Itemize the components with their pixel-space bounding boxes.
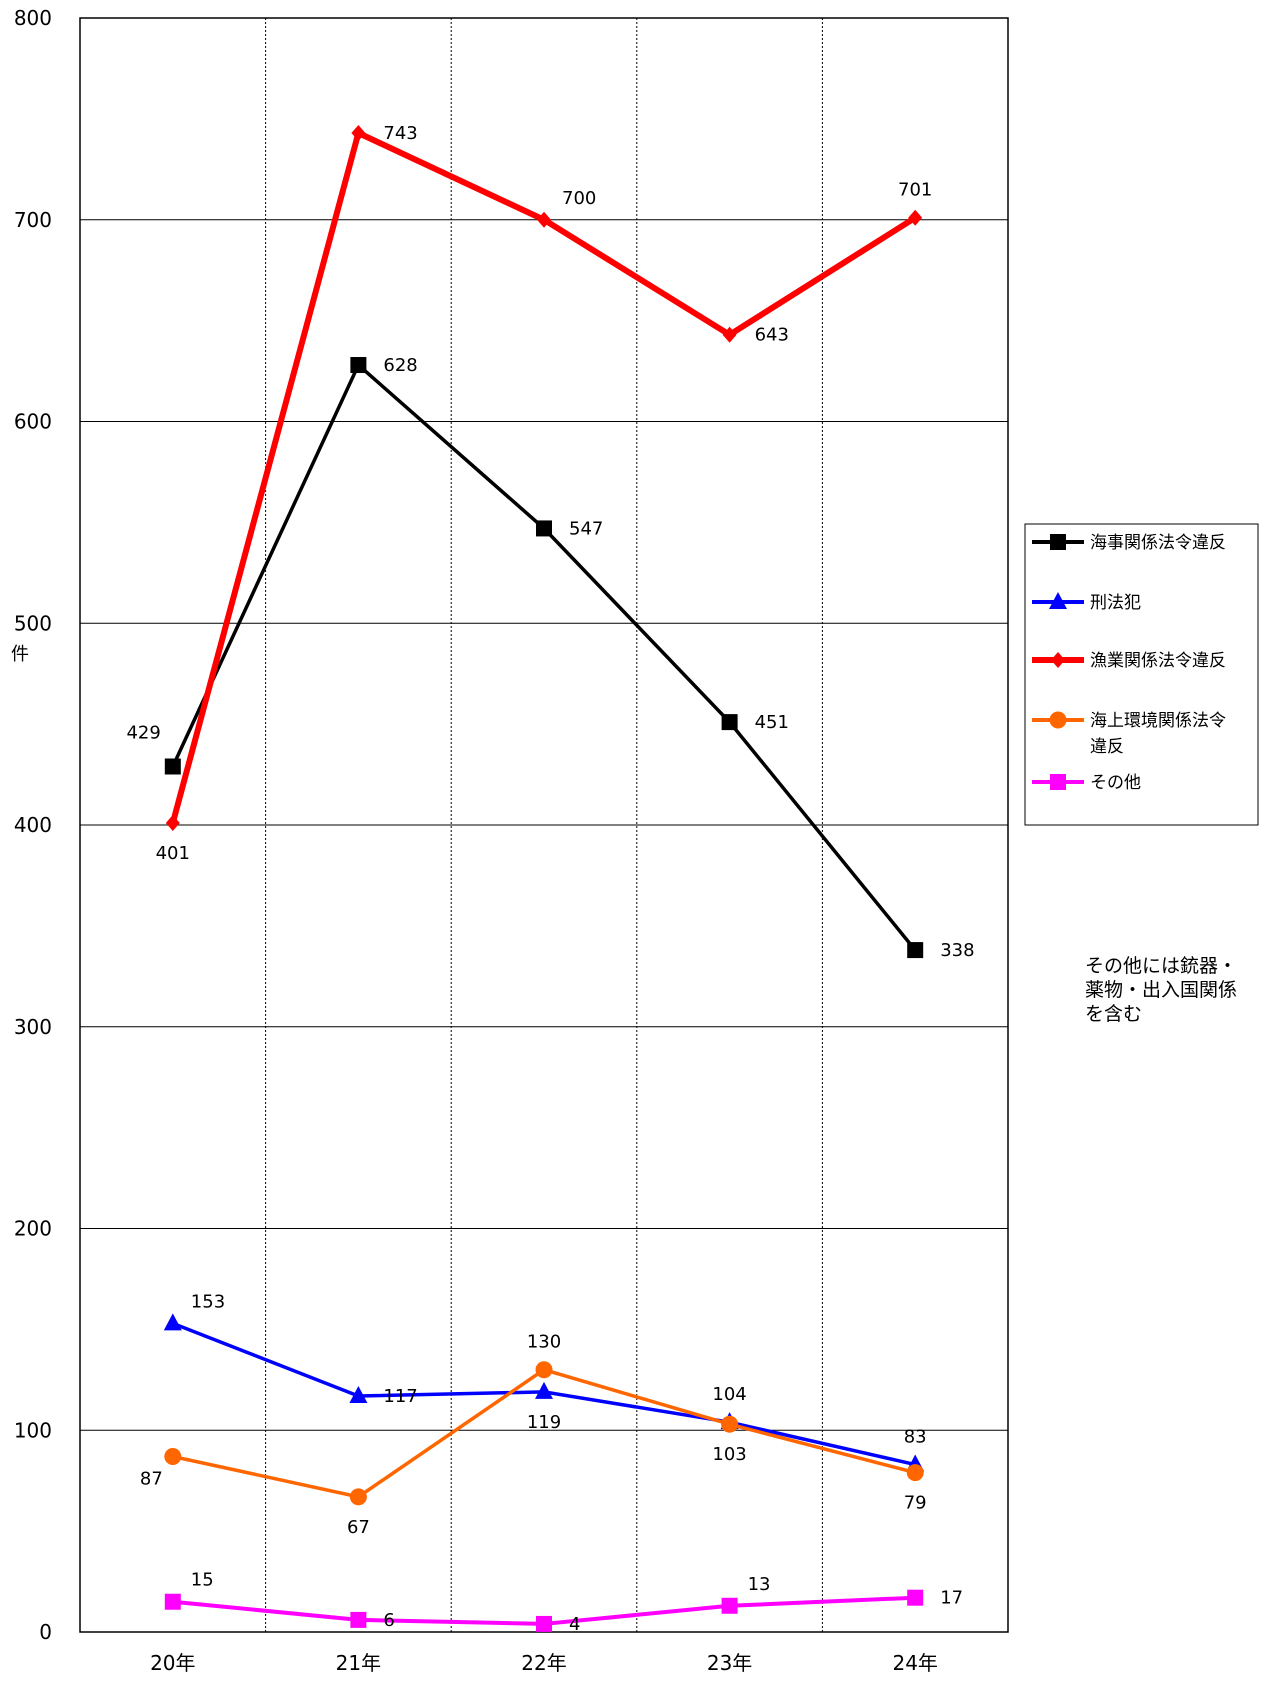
data-label: 79 [904,1493,927,1514]
data-point-square [907,942,924,959]
series-layer: 4296285474513381531171191048340174370064… [126,123,974,1635]
y-tick-label: 400 [14,813,52,837]
data-label: 130 [527,1332,561,1353]
data-point-square [350,357,367,374]
data-label: 119 [527,1412,561,1433]
series-group: 153 117 119 104 83 [163,1291,927,1472]
data-point-circle [1049,711,1067,729]
y-tick-label: 600 [14,410,52,434]
data-point-circle [349,1488,367,1506]
data-label: 4 [569,1614,580,1635]
y-tick-label: 0 [39,1620,52,1644]
data-point-diamond [351,124,366,141]
data-point-square [164,1593,181,1610]
data-point-square [1050,534,1066,550]
legend-label: 漁業関係法令違反 [1090,651,1226,671]
data-point-diamond [165,814,180,831]
data-point-triangle [349,1385,368,1403]
data-label: 67 [347,1517,370,1538]
data-label: 451 [755,712,789,733]
data-point-diamond [722,326,737,343]
data-point-triangle [535,1381,553,1399]
y-axis-label: 件 [11,644,29,665]
data-point-circle [164,1447,182,1465]
y-tick-label: 100 [14,1418,52,1442]
data-point-diamond [908,209,923,226]
data-label: 13 [748,1574,771,1595]
y-tick-label: 500 [14,611,52,635]
data-label: 547 [569,518,603,539]
legend-label: その他 [1090,773,1141,793]
data-label: 15 [191,1570,214,1591]
legend-label: 違反 [1090,737,1124,757]
data-label: 6 [383,1610,394,1631]
data-label: 643 [755,325,789,346]
data-label: 17 [940,1588,963,1609]
legend-label: 海上環境関係法令 [1090,711,1226,731]
series-group: 429 628 547 451 338 [126,355,974,961]
data-label: 701 [898,180,932,201]
note-line: その他には銃器・ [1085,955,1237,977]
plot-area-frame [79,17,1009,1633]
data-point-square [536,520,552,537]
x-tick-label: 22年 [521,1651,566,1675]
series-group: 87 67 130 103 79 [140,1332,927,1538]
data-label: 103 [712,1444,746,1465]
data-label: 628 [383,355,417,376]
y-tick-label: 700 [14,208,52,232]
data-point-circle [535,1361,553,1379]
data-label: 743 [383,123,417,144]
note-line: 薬物・出入国関係 [1085,979,1237,1001]
x-tick-label: 24年 [892,1651,937,1675]
series-line [171,362,917,952]
series-line [169,128,917,824]
data-point-square [721,714,738,731]
data-point-square [536,1615,552,1632]
data-label: 104 [712,1384,746,1405]
data-point-square [350,1611,367,1628]
y-axis-ticks: 0 100 200 300 400 500 600 700 800 [14,6,52,1644]
data-label: 429 [126,722,160,743]
y-tick-label: 300 [14,1015,52,1039]
note-line: を含む [1085,1003,1142,1025]
y-tick-label: 200 [14,1217,52,1241]
data-point-circle [721,1415,739,1433]
legend-label: 海事関係法令違反 [1090,533,1226,553]
legend-label: 刑法犯 [1090,593,1141,613]
data-point-diamond [1051,652,1065,668]
data-label: 117 [383,1386,417,1407]
x-tick-label: 20年 [150,1651,195,1675]
data-label: 87 [140,1468,163,1489]
grid-lines [80,18,1008,1632]
data-label: 401 [156,843,190,864]
data-label: 338 [940,940,974,961]
x-tick-label: 23年 [707,1651,752,1675]
data-label: 700 [562,188,596,209]
data-point-triangle [1049,592,1067,609]
data-point-square [721,1597,738,1614]
data-point-circle [906,1464,924,1482]
data-point-diamond [537,211,551,228]
data-point-triangle [163,1313,182,1331]
series-group: 401 743 700 643 701 [156,123,933,864]
x-axis-ticks: 20年 21年 22年 23年 24年 [150,1651,938,1675]
data-label: 83 [904,1427,927,1448]
data-point-square [907,1589,924,1606]
x-tick-label: 21年 [336,1651,381,1675]
data-label: 153 [191,1291,225,1312]
data-point-square [164,758,181,775]
y-tick-label: 800 [14,6,52,30]
series-group: 15 6 4 13 17 [164,1570,963,1635]
data-point-square [1050,774,1066,790]
